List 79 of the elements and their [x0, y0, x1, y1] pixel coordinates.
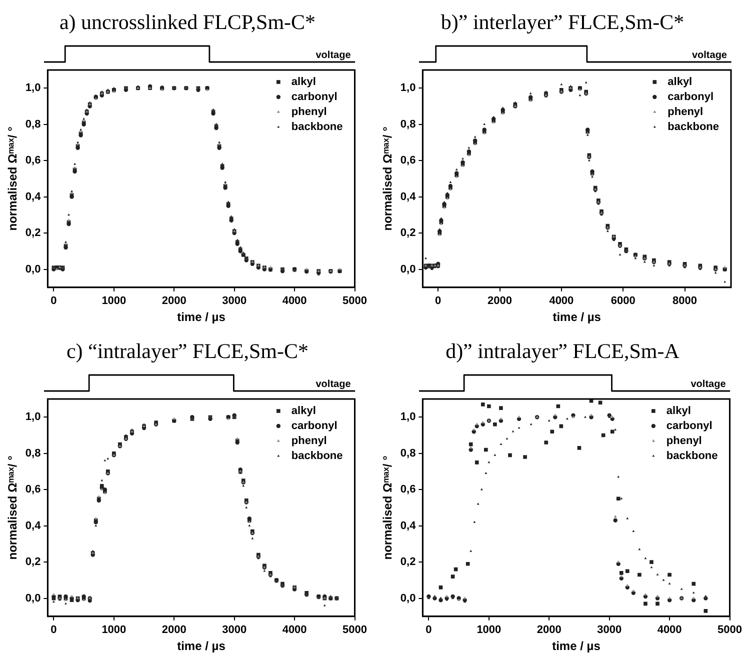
legend-label: alkyl [291, 405, 316, 418]
x-tick-label: 0 [435, 295, 442, 308]
x-tick-label: 3000 [222, 295, 247, 308]
y-axis-title: normalised Ωᵐᵃˣ/ ° [6, 126, 20, 231]
y-tick-label: 1,0 [400, 411, 416, 424]
y-tick-label: 0,6 [400, 484, 416, 496]
legend-label: backbone [668, 121, 720, 134]
legend-label: phenyl [291, 106, 327, 118]
y-tick-label: 0,0 [25, 263, 41, 276]
legend-label: phenyl [291, 435, 327, 448]
x-tick-label: 2000 [162, 624, 186, 636]
x-tick-label: 3000 [222, 624, 247, 636]
y-tick-label: 0,0 [25, 592, 41, 604]
legend-label: carbonyl [666, 420, 712, 432]
text: voltage [690, 378, 726, 390]
text: voltage [692, 50, 728, 61]
legend-label: phenyl [666, 435, 702, 448]
x-tick-label: 8000 [672, 295, 697, 308]
x-axis-title: time / µs [177, 639, 226, 654]
chart-title: a) uncrosslinked FLCP,Sm-C* [58, 9, 317, 36]
x-tick-label: 4000 [282, 295, 307, 308]
x-axis-title: time / µs [552, 310, 602, 324]
y-tick-label: 0,4 [25, 190, 42, 203]
legend-label: carbonyl [668, 91, 714, 104]
y-tick-label: 0,8 [400, 118, 416, 130]
x-tick-label: 1000 [102, 295, 126, 308]
x-tick-label: 0 [50, 624, 57, 636]
x-axis-title: time / µs [552, 639, 601, 654]
x-tick-label: 1000 [102, 624, 126, 636]
legend-label: phenyl [668, 106, 704, 118]
y-tick-label: 0,0 [400, 263, 416, 276]
text: voltage [316, 378, 352, 390]
y-tick-label: 1,0 [400, 82, 416, 94]
x-tick-label: 4000 [657, 624, 682, 636]
x-tick-label: 2000 [162, 295, 186, 308]
legend-label: carbonyl [291, 420, 338, 432]
y-tick-label: 0,6 [25, 484, 41, 496]
legend-label: alkyl [668, 76, 692, 88]
legend-label: alkyl [291, 76, 316, 88]
y-tick-label: 0,4 [25, 520, 42, 532]
y-axis-title: normalised Ωᵐᵃˣ/ ° [380, 455, 395, 560]
y-tick-label: 0,2 [400, 556, 416, 568]
legend-label: alkyl [666, 405, 691, 418]
y-tick-label: 0,2 [25, 556, 41, 568]
y-tick-label: 0,4 [400, 520, 417, 532]
y-axis-title: normalised Ωᵐᵃˣ/ ° [380, 126, 395, 231]
legend-label: backbone [291, 450, 343, 462]
text: voltage [316, 50, 352, 61]
y-tick-label: 0,0 [400, 592, 416, 604]
chart-title: c) “intralayer” FLCE,Sm-C* [65, 338, 310, 365]
y-tick-label: 0,4 [400, 190, 417, 203]
y-tick-label: 0,6 [400, 154, 416, 167]
legend-label: backbone [291, 121, 343, 134]
chart-title: b)” interlayer” FLCE,Sm-C* [440, 9, 686, 36]
chart-title: d)” intralayer” FLCE,Sm-A [444, 338, 680, 365]
x-tick-label: 5000 [718, 624, 742, 636]
x-tick-label: 0 [50, 295, 57, 308]
x-tick-label: 2000 [488, 295, 512, 308]
x-tick-label: 4000 [549, 295, 574, 308]
y-tick-label: 1,0 [25, 82, 41, 94]
y-tick-label: 0,6 [25, 154, 41, 167]
y-axis-title: normalised Ωᵐᵃˣ/ ° [6, 455, 20, 560]
y-tick-label: 0,8 [400, 447, 416, 460]
x-axis-title: time / µs [177, 310, 226, 324]
x-tick-label: 3000 [597, 624, 622, 636]
y-tick-label: 0,8 [25, 447, 41, 460]
legend-label: backbone [666, 450, 718, 462]
x-tick-label: 1000 [476, 624, 502, 636]
x-tick-label: 0 [426, 624, 432, 636]
y-tick-label: 0,8 [25, 118, 41, 130]
legend-label: carbonyl [291, 91, 338, 104]
x-tick-label: 5000 [342, 295, 368, 308]
x-tick-label: 6000 [610, 295, 636, 308]
x-tick-label: 4000 [282, 624, 307, 636]
y-tick-label: 0,2 [400, 227, 416, 240]
x-tick-label: 5000 [342, 624, 368, 636]
y-tick-label: 0,2 [25, 227, 41, 240]
y-tick-label: 1,0 [25, 411, 41, 424]
x-tick-label: 2000 [536, 624, 562, 636]
